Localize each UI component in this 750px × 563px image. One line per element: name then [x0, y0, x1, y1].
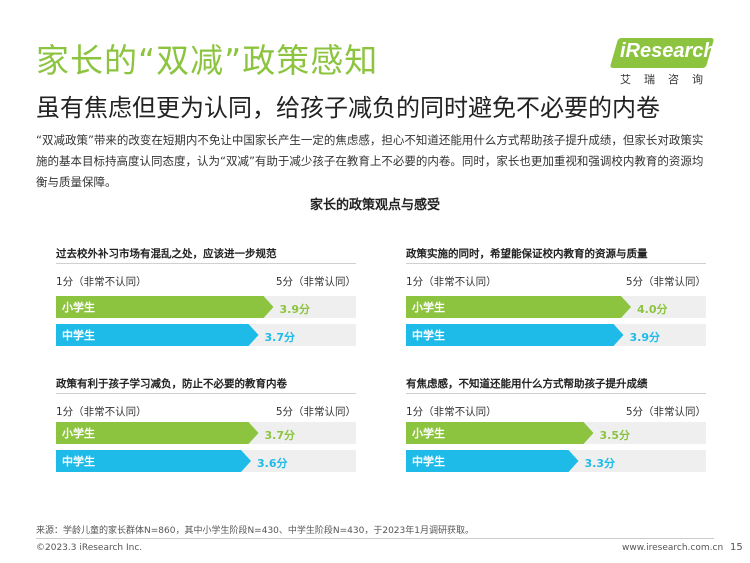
- bar-label-middle: 中学生: [412, 329, 445, 342]
- value-label-middle: 3.6分: [257, 457, 288, 470]
- bar-label-primary: 小学生: [412, 427, 445, 440]
- bar-row-primary: 小学生 3.7分: [56, 422, 356, 444]
- page-title: 家长的“双减”政策感知: [36, 41, 379, 80]
- panel-3: 有焦虑感，不知道还能用什么方式帮助孩子提升成绩 1分（非常不认同） 5分（非常认…: [406, 376, 706, 486]
- chart-title: 家长的政策观点与感受: [309, 198, 440, 213]
- bar-primary: [406, 296, 631, 318]
- bar-label-primary: 小学生: [62, 427, 95, 440]
- panel-title: 过去校外补习市场有混乱之处，应该进一步规范: [56, 248, 277, 260]
- panel-1: 政策实施的同时，希望能保证校内教育的资源与质量 1分（非常不认同） 5分（非常认…: [406, 246, 706, 356]
- panel-0: 过去校外补习市场有混乱之处，应该进一步规范 1分（非常不认同） 5分（非常认同）…: [56, 246, 356, 356]
- scale-min-label: 1分（非常不认同）: [56, 276, 147, 288]
- page-number: 15: [730, 542, 743, 553]
- bar-row-primary: 小学生 3.5分: [406, 422, 706, 444]
- logo-subtitle: 艾瑞咨询: [620, 73, 716, 86]
- source-note: 来源：学龄儿童的家长群体N=860，其中小学生阶段N=430、中学生阶段N=43…: [36, 526, 474, 536]
- value-label-middle: 3.3分: [584, 457, 616, 470]
- bar-middle: [56, 324, 259, 346]
- scale-max-label: 5分（非常认同）: [275, 406, 356, 418]
- bar-middle: [406, 450, 579, 472]
- bar-label-primary: 小学生: [62, 301, 95, 314]
- website-link[interactable]: www.iresearch.com.cn: [622, 543, 724, 553]
- logo-name: iResearch: [620, 40, 716, 62]
- bar-row-primary: 小学生 3.9分: [56, 296, 356, 318]
- value-label-primary: 3.5分: [599, 429, 631, 442]
- bar-label-middle: 中学生: [412, 455, 445, 468]
- panel-divider: [406, 263, 706, 264]
- value-label-primary: 3.7分: [264, 429, 296, 442]
- footer-divider: [36, 538, 714, 539]
- scale-min-label: 1分（非常不认同）: [406, 406, 497, 418]
- scale-min-label: 1分（非常不认同）: [406, 276, 497, 288]
- bar-row-primary: 小学生 4.0分: [406, 296, 706, 318]
- panel-title: 政策有利于孩子学习减负，防止不必要的教育内卷: [56, 378, 287, 390]
- value-label-middle: 3.7分: [264, 331, 296, 344]
- scale-max-label: 5分（非常认同）: [275, 276, 356, 288]
- iresearch-logo: iResearch 艾瑞咨询: [609, 38, 716, 88]
- value-label-primary: 3.9分: [279, 303, 311, 316]
- bar-row-middle: 中学生 3.3分: [406, 450, 706, 472]
- bar-label-primary: 小学生: [412, 301, 445, 314]
- bar-middle: [56, 450, 251, 472]
- scale-max-label: 5分（非常认同）: [625, 406, 706, 418]
- panel-title: 有焦虑感，不知道还能用什么方式帮助孩子提升成绩: [406, 378, 648, 390]
- value-label-primary: 4.0分: [637, 303, 668, 316]
- bar-row-middle: 中学生 3.9分: [406, 324, 706, 346]
- bar-row-middle: 中学生 3.6分: [56, 450, 356, 472]
- panel-divider: [56, 393, 356, 394]
- scale-min-label: 1分（非常不认同）: [56, 406, 147, 418]
- bar-middle: [406, 324, 624, 346]
- bar-row-middle: 中学生 3.7分: [56, 324, 356, 346]
- panel-title: 政策实施的同时，希望能保证校内教育的资源与质量: [406, 248, 648, 260]
- bar-label-middle: 中学生: [62, 329, 95, 342]
- page-subtitle: 虽有焦虑但更为认同，给孩子减负的同时避免不必要的内卷: [36, 94, 660, 122]
- value-label-middle: 3.9分: [629, 331, 661, 344]
- bar-primary: [56, 296, 274, 318]
- scale-max-label: 5分（非常认同）: [625, 276, 706, 288]
- panel-divider: [406, 393, 706, 394]
- panel-2: 政策有利于孩子学习减负，防止不必要的教育内卷 1分（非常不认同） 5分（非常认同…: [56, 376, 356, 486]
- copyright: ©2023.3 iResearch Inc.: [36, 543, 143, 553]
- bar-primary: [56, 422, 259, 444]
- bar-primary: [406, 422, 594, 444]
- intro-paragraph: “双减政策”带来的改变在短期内不免让中国家长产生一定的焦虑感，担心不知道还能用什…: [36, 133, 704, 189]
- panel-divider: [56, 263, 356, 264]
- bar-label-middle: 中学生: [62, 455, 95, 468]
